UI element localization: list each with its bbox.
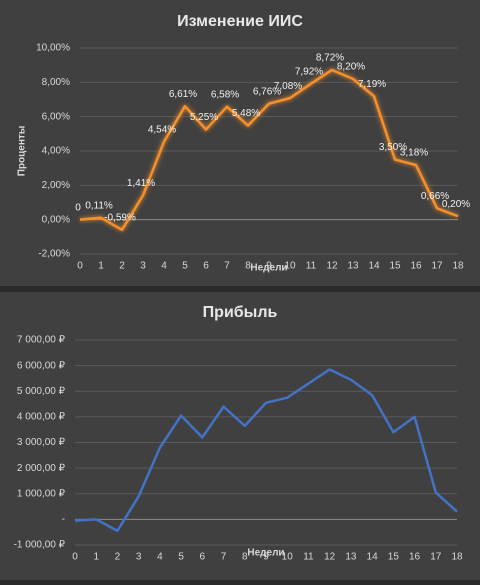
y-tick-label: 0,00%: [42, 214, 70, 225]
data-label: 6,61%: [169, 89, 197, 100]
y-tick-label: 2 000,00 ₽: [17, 463, 66, 474]
x-tick-label: 14: [367, 552, 379, 563]
x-tick-label: 13: [345, 552, 357, 563]
x-tick-label: 7: [221, 552, 227, 563]
x-tick-label: 17: [430, 552, 442, 563]
x-tick-label: 10: [284, 261, 296, 272]
panel: [0, 0, 480, 286]
x-tick-label: 7: [224, 261, 230, 272]
x-tick-label: 14: [368, 261, 380, 272]
x-tick-label: 3: [136, 552, 142, 563]
x-tick-label: 0: [72, 552, 78, 563]
data-label: 6,58%: [211, 89, 239, 100]
x-tick-label: 4: [161, 261, 167, 272]
x-tick-label: 15: [389, 261, 401, 272]
x-tick-label: 9: [266, 261, 272, 272]
chart-title: Прибыль: [203, 304, 278, 321]
data-label: 0: [75, 202, 81, 213]
y-tick-label: 3 000,00 ₽: [17, 437, 66, 448]
data-label: 4,54%: [148, 124, 176, 135]
y-tick-label: -2,00%: [38, 249, 70, 260]
x-tick-label: 12: [324, 552, 336, 563]
x-tick-label: 11: [303, 552, 314, 563]
x-tick-label: 18: [452, 261, 464, 272]
y-tick-label: 8,00%: [42, 77, 70, 88]
data-label: 7,08%: [274, 81, 302, 92]
x-tick-label: 6: [200, 552, 206, 563]
x-tick-label: 13: [347, 261, 359, 272]
data-label: 5,48%: [232, 108, 260, 119]
data-label: 8,20%: [337, 62, 365, 73]
x-tick-label: 2: [115, 552, 121, 563]
x-tick-label: 10: [282, 552, 294, 563]
y-tick-label: 4,00%: [42, 146, 70, 157]
y-tick-label: 6 000,00 ₽: [17, 360, 66, 371]
y-tick-label: 4 000,00 ₽: [17, 412, 66, 423]
x-tick-label: 5: [178, 552, 184, 563]
y-tick-label: -: [62, 514, 65, 525]
y-tick-label: 6,00%: [42, 111, 70, 122]
x-tick-label: 16: [410, 261, 422, 272]
x-tick-label: 2: [119, 261, 125, 272]
x-axis-title: Недели: [247, 548, 284, 559]
y-axis-title: Проценты: [17, 126, 28, 177]
x-tick-label: 18: [451, 552, 463, 563]
x-tick-label: 12: [326, 261, 338, 272]
y-tick-label: 10,00%: [36, 43, 70, 54]
x-tick-label: 4: [157, 552, 163, 563]
data-label: 0,11%: [85, 200, 113, 211]
x-tick-label: 8: [245, 261, 251, 272]
data-label: 8,72%: [316, 53, 344, 64]
x-tick-label: 17: [431, 261, 443, 272]
data-label: 7,92%: [295, 66, 323, 77]
data-label: 3,18%: [400, 148, 428, 159]
data-label: 1,41%: [127, 178, 155, 189]
x-tick-label: 16: [409, 552, 421, 563]
x-tick-label: 0: [77, 261, 83, 272]
data-label: 7,19%: [358, 79, 386, 90]
data-line: [74, 368, 458, 533]
panel: [0, 292, 480, 580]
y-tick-label: 5 000,00 ₽: [17, 386, 66, 397]
y-tick-label: -1 000,00 ₽: [14, 540, 66, 551]
x-tick-label: 6: [203, 261, 209, 272]
data-line: [79, 68, 459, 232]
data-label: 0,20%: [442, 199, 470, 210]
y-tick-label: 2,00%: [42, 180, 70, 191]
x-axis-title: Недели: [250, 263, 287, 274]
x-tick-label: 11: [306, 261, 317, 272]
x-tick-label: 5: [182, 261, 188, 272]
x-tick-label: 8: [242, 552, 248, 563]
chart-title: Изменение ИИС: [177, 13, 303, 30]
data-label: 5,25%: [190, 112, 218, 123]
data-label: 3,50%: [379, 142, 407, 153]
x-tick-label: 1: [93, 552, 99, 563]
y-tick-label: 1 000,00 ₽: [17, 488, 66, 499]
x-tick-label: 9: [263, 552, 269, 563]
x-tick-label: 3: [140, 261, 146, 272]
data-label: 6,76%: [253, 86, 281, 97]
x-tick-label: 1: [98, 261, 104, 272]
data-label: -0,59%: [104, 212, 136, 223]
y-tick-label: 7 000,00 ₽: [17, 335, 66, 346]
data-label: 0,66%: [421, 191, 449, 202]
x-tick-label: 15: [388, 552, 400, 563]
